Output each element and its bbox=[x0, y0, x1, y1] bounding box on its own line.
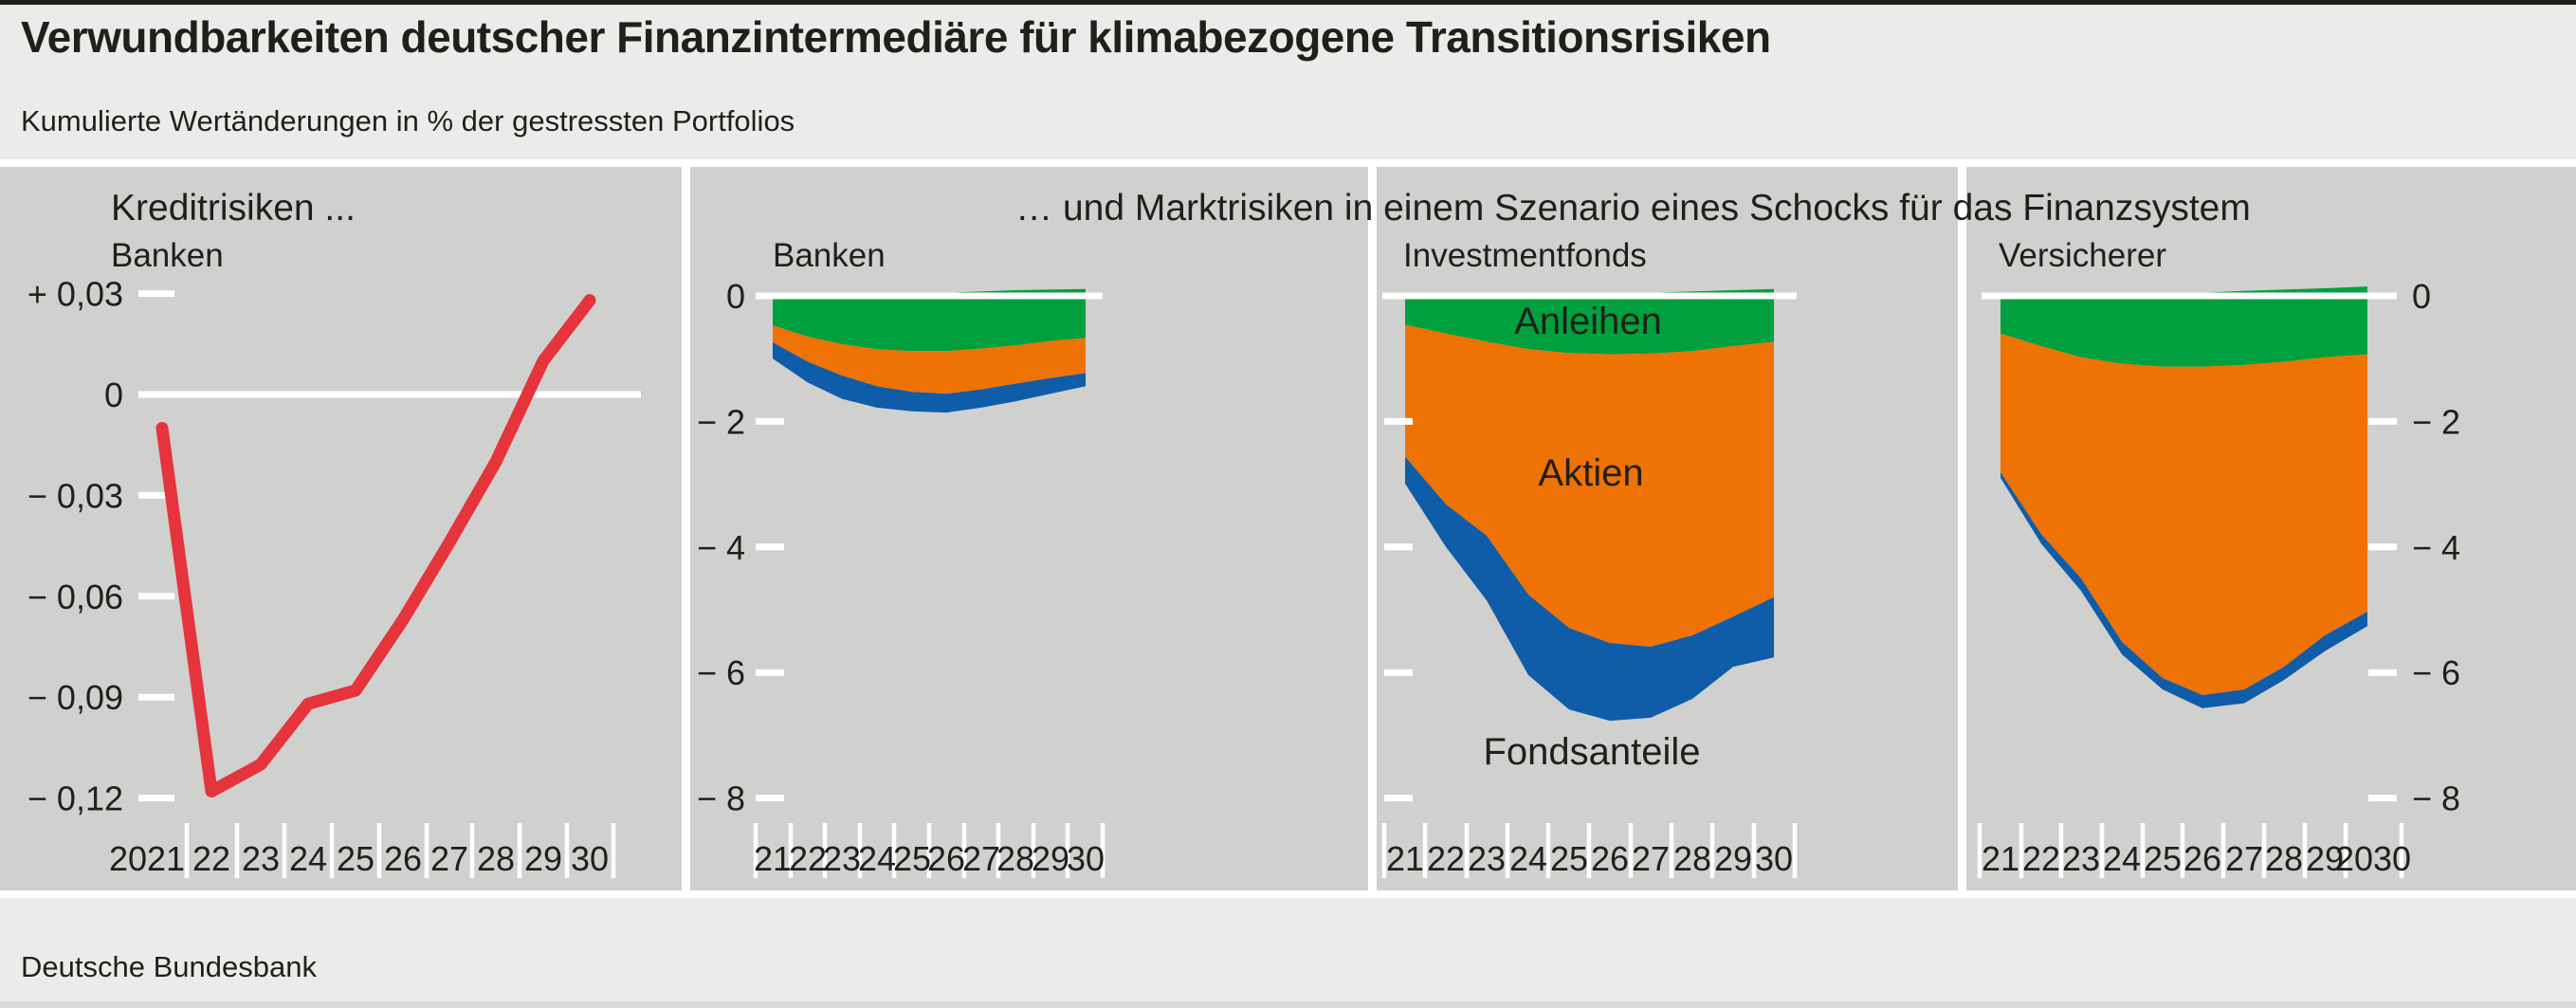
panel-marktrisiken-versicherer: Versicherer 0− 2− 4− 6− 8 21 22 23 24 25 26 27 2… bbox=[1966, 167, 2576, 890]
svg-text:0: 0 bbox=[2412, 277, 2431, 316]
panel-subtitle-banken-kredit: Banken bbox=[111, 237, 224, 274]
svg-text:23: 23 bbox=[1468, 839, 1506, 878]
charts-row: Kreditrisiken ... Banken + 0,03 0 − 0,03 − … bbox=[0, 167, 2576, 890]
panel-marktrisiken-banken: Banken 0 − 2 − 4 − 6 − 8 21 22 23 24 25 26 27 28 29 30 bbox=[690, 167, 1368, 890]
svg-text:29: 29 bbox=[2306, 839, 2344, 878]
svg-text:26: 26 bbox=[2183, 839, 2221, 878]
svg-text:− 4: − 4 bbox=[2412, 528, 2460, 567]
footer: Deutsche Bundesbank bbox=[0, 898, 2576, 1008]
svg-text:30: 30 bbox=[1755, 839, 1793, 878]
page-subtitle: Kumulierte Wertänderungen in % der gestr… bbox=[21, 104, 795, 137]
bottom-rule bbox=[0, 1001, 2576, 1008]
svg-text:− 2: − 2 bbox=[2412, 402, 2460, 441]
svg-text:28: 28 bbox=[477, 839, 515, 878]
svg-text:23: 23 bbox=[242, 839, 280, 878]
svg-text:30: 30 bbox=[1067, 839, 1105, 878]
market-risk-funds-area-chart: 21 22 23 24 25 26 27 28 29 30 Anleihen Aktien Fondsa… bbox=[1381, 288, 1798, 878]
svg-text:− 0,03: − 0,03 bbox=[27, 476, 123, 515]
svg-text:25: 25 bbox=[893, 839, 931, 878]
svg-text:28: 28 bbox=[996, 839, 1034, 878]
top-rule bbox=[0, 0, 2576, 5]
svg-text:− 4: − 4 bbox=[697, 528, 745, 567]
svg-text:27: 27 bbox=[1632, 839, 1670, 878]
svg-text:− 6: − 6 bbox=[2412, 653, 2460, 692]
svg-text:24: 24 bbox=[858, 839, 896, 878]
svg-text:22: 22 bbox=[2022, 839, 2060, 878]
svg-text:− 2: − 2 bbox=[697, 402, 745, 441]
svg-text:21: 21 bbox=[1982, 839, 2019, 878]
svg-text:25: 25 bbox=[337, 839, 375, 878]
svg-text:27: 27 bbox=[430, 839, 468, 878]
svg-text:26: 26 bbox=[927, 839, 965, 878]
svg-text:22: 22 bbox=[1427, 839, 1465, 878]
svg-text:29: 29 bbox=[524, 839, 562, 878]
svg-text:Fondsanteile: Fondsanteile bbox=[1483, 731, 1700, 773]
panel-title-kreditrisiken: Kreditrisiken ... bbox=[111, 188, 356, 229]
svg-text:− 0,09: − 0,09 bbox=[27, 678, 123, 717]
panel-subtitle-investmentfonds: Investmentfonds bbox=[1403, 237, 1647, 274]
panel-subtitle-versicherer: Versicherer bbox=[1999, 237, 2167, 274]
svg-text:21: 21 bbox=[754, 839, 792, 878]
svg-text:2021: 2021 bbox=[109, 839, 185, 878]
svg-text:− 8: − 8 bbox=[2412, 779, 2460, 818]
svg-text:27: 27 bbox=[962, 839, 1000, 878]
svg-text:29: 29 bbox=[1714, 839, 1752, 878]
svg-text:− 0,06: − 0,06 bbox=[27, 577, 123, 616]
svg-text:Anleihen: Anleihen bbox=[1514, 301, 1662, 342]
panel-subtitle-banken-markt: Banken bbox=[773, 237, 886, 274]
svg-text:22: 22 bbox=[789, 839, 827, 878]
panel-kreditrisiken-banken: Kreditrisiken ... Banken + 0,03 0 − 0,03 − … bbox=[0, 167, 682, 890]
svg-text:0: 0 bbox=[726, 277, 745, 316]
svg-text:Aktien: Aktien bbox=[1538, 452, 1643, 494]
svg-text:30: 30 bbox=[571, 839, 609, 878]
svg-text:27: 27 bbox=[2225, 839, 2263, 878]
svg-text:25: 25 bbox=[2144, 839, 2182, 878]
header: Verwundbarkeiten deutscher Finanzinterme… bbox=[0, 0, 2576, 159]
svg-text:23: 23 bbox=[823, 839, 861, 878]
svg-text:+ 0,03: + 0,03 bbox=[27, 275, 123, 314]
svg-text:− 0,12: − 0,12 bbox=[27, 779, 123, 818]
page-title: Verwundbarkeiten deutscher Finanzinterme… bbox=[21, 12, 1771, 62]
svg-text:21: 21 bbox=[1386, 839, 1424, 878]
svg-text:0: 0 bbox=[104, 376, 123, 414]
panel-marktrisiken-investmentfonds: Investmentfonds 21 22 23 24 25 26 27 28 29 30 Anle… bbox=[1377, 167, 1958, 890]
svg-text:2030: 2030 bbox=[2335, 839, 2411, 878]
svg-text:24: 24 bbox=[289, 839, 327, 878]
svg-text:26: 26 bbox=[1591, 839, 1629, 878]
svg-text:24: 24 bbox=[1509, 839, 1547, 878]
svg-text:− 8: − 8 bbox=[697, 779, 745, 818]
market-risk-group-title: … und Marktrisiken in einem Szenario ein… bbox=[1015, 188, 2251, 229]
source-label: Deutsche Bundesbank bbox=[21, 950, 317, 983]
svg-text:23: 23 bbox=[2062, 839, 2100, 878]
svg-text:24: 24 bbox=[2103, 839, 2141, 878]
svg-text:29: 29 bbox=[1032, 839, 1069, 878]
svg-text:28: 28 bbox=[2265, 839, 2303, 878]
svg-text:28: 28 bbox=[1673, 839, 1711, 878]
svg-text:− 6: − 6 bbox=[697, 653, 745, 692]
svg-text:22: 22 bbox=[192, 839, 230, 878]
svg-text:26: 26 bbox=[384, 839, 422, 878]
svg-text:25: 25 bbox=[1550, 839, 1588, 878]
